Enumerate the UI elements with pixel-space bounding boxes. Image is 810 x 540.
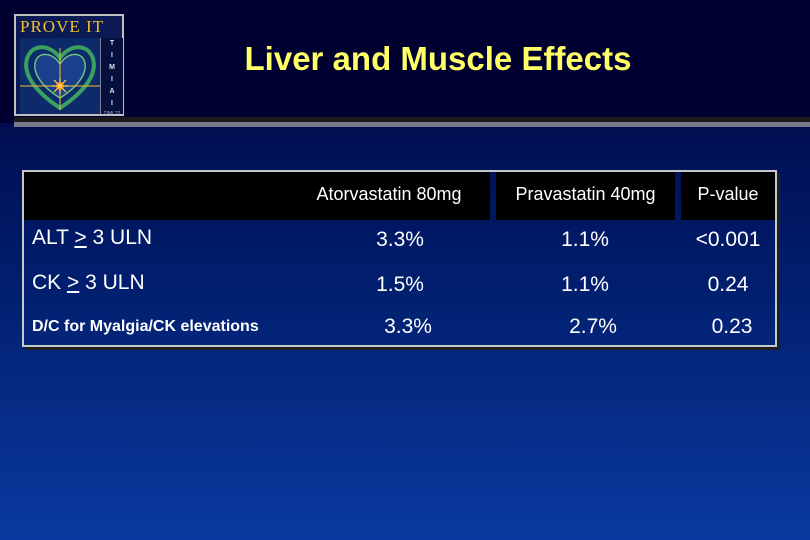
cell-alt-pvalue: <0.001: [695, 228, 761, 251]
header-cell-atorvastatin: [24, 172, 490, 220]
cell-ck-pravastatin: 1.1%: [561, 273, 609, 296]
column-header-pvalue: P-value: [697, 184, 759, 204]
column-header-pravastatin: Pravastatin 40mg: [515, 184, 656, 204]
row-label-dc-myalgia: D/C for Myalgia/CK elevations: [32, 318, 259, 335]
header-divider-dark: [14, 117, 810, 122]
page-title: Liver and Muscle Effects: [244, 40, 632, 77]
header-bar: [0, 0, 810, 123]
header-cell-pravastatin: [496, 172, 675, 220]
cell-alt-atorvastatin: 3.3%: [376, 228, 424, 251]
header-cell-pvalue: [681, 172, 775, 220]
logo-side-panel: T I M I A I TIMI 22: [100, 38, 123, 117]
logo-letter: M: [109, 64, 115, 71]
results-table: [22, 170, 777, 347]
logo-letter: T: [109, 40, 115, 47]
logo-title: PROVE IT: [20, 17, 105, 36]
prove-it-logo: PROVE IT T I M I A I TIMI 22: [14, 14, 124, 117]
cell-ck-pvalue: 0.24: [707, 273, 749, 296]
row-label-alt: ALT > 3 ULN: [32, 226, 153, 249]
logo-letter: A: [109, 88, 115, 95]
cell-dc-atorvastatin: 3.3%: [384, 315, 432, 338]
cell-alt-pravastatin: 1.1%: [561, 228, 609, 251]
logo-letter: I: [111, 52, 113, 59]
column-header-atorvastatin: Atorvastatin 80mg: [316, 184, 462, 204]
cell-dc-pvalue: 0.23: [711, 315, 753, 338]
row-label-ck: CK > 3 ULN: [32, 271, 145, 294]
logo-letter: I: [111, 76, 113, 83]
cell-ck-atorvastatin: 1.5%: [376, 273, 424, 296]
cell-dc-pravastatin: 2.7%: [569, 315, 617, 338]
logo-tiny-text: TIMI 22: [103, 111, 121, 117]
header-divider-light: [14, 122, 810, 127]
logo-letter: I: [111, 100, 113, 107]
heart-logo-icon: [20, 38, 100, 114]
